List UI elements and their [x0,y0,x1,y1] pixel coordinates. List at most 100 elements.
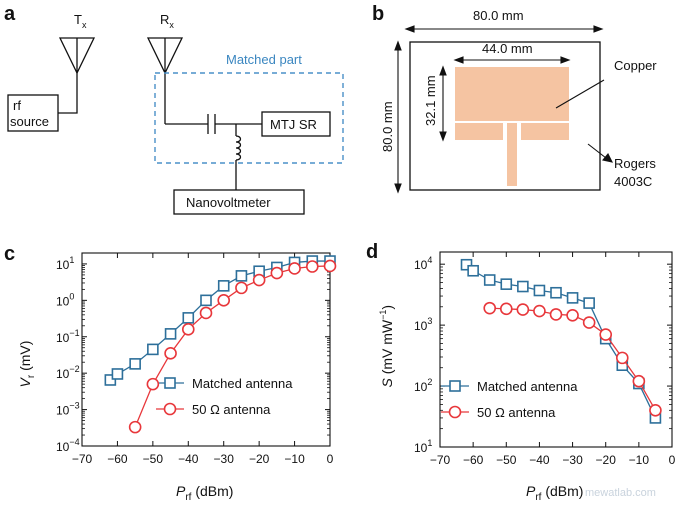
panel-label-b: b [372,3,384,25]
data-point-circle [164,347,177,360]
data-point-square [550,286,562,299]
data-point-circle [270,266,284,280]
matched-part-label: Matched part [226,52,302,67]
x-axis-label: Prf (dBm) [526,483,583,503]
data-point-circle [599,328,613,341]
data-point-circle [615,351,629,365]
legend-label: 50 Ω antenna [477,405,556,420]
x-tick-label: −50 [496,453,517,467]
rogers-label-line2: 4003C [614,174,652,189]
patch-height-arrow [439,65,447,142]
data-point-circle [181,323,195,336]
data-point-circle [128,420,142,434]
outer-width-label: 80.0 mm [473,8,524,23]
patch-width-arrow [453,56,571,64]
watermark-text: mewatlab.com [585,487,656,499]
data-point-square [483,274,496,286]
copper-label: Copper [614,58,657,73]
y-tick-label: 100 [56,291,74,308]
circuit-wires [165,114,262,190]
x-tick-label: −30 [562,453,583,467]
legend-marker-square [164,377,176,389]
data-point-circle [533,304,546,318]
data-point-square [164,328,177,340]
tx-antenna-icon [58,37,96,83]
data-point-square [467,264,479,277]
plot-frame-c [81,252,331,447]
x-tick-label: −20 [249,452,270,466]
rogers-label-line1: Rogers [614,156,656,171]
y-tick-label: 102 [414,377,432,394]
rf-source-label-line2: source [10,114,49,129]
data-point-square [566,292,579,304]
legend-label: 50 Ω antenna [192,402,271,417]
patch-height-label: 32.1 mm [423,75,438,126]
nanovoltmeter-box [173,189,305,215]
y-axis-label: S (mV mW−1) [378,305,395,388]
data-point-square [217,280,230,292]
panel-label-d: d [366,241,378,263]
matched-part-box [154,72,344,164]
legend-marker-circle [448,405,462,419]
panel-label-a: a [4,3,16,25]
data-point-square [460,258,473,271]
copper-patch [455,67,569,186]
x-tick-label: −50 [143,452,164,466]
x-tick-label: −20 [596,453,617,467]
outer-height-label: 80.0 mm [380,101,395,152]
data-point-circle [516,303,530,316]
x-tick-label: −30 [214,452,235,466]
outer-width-arrow [404,25,604,33]
x-tick-label: −70 [430,453,451,467]
outer-height-arrow [394,40,402,194]
chart-d: −70 −60 −50 −40 −30 −20 −10 0 101 102 103 104 Prf (d… [378,251,676,503]
copper-callout-line [555,79,605,109]
data-point-square [104,374,117,386]
chart-c: −70 −60 −50 −40 −30 −20 −10 0 10−4 10−3 10−2 10−1 10… [17,252,337,503]
mtj-sr-label: MTJ SR [270,117,317,132]
series-line-1 [489,307,656,411]
data-point-square [517,280,529,293]
data-point-circle [549,308,563,321]
x-tick-label: 0 [327,452,334,466]
patch-width-label: 44.0 mm [482,41,533,56]
x-tick-label: −40 [529,453,550,467]
x-axis-label: Prf (dBm) [176,483,233,503]
panel-label-c: c [4,243,15,265]
x-tick-label: −10 [284,452,305,466]
y-tick-label: 101 [414,438,432,455]
rogers-callout-arrow [587,143,614,163]
data-point-circle [323,259,337,273]
legend-marker-circle [163,402,177,416]
panel-d: d −70 −60 −50 −40 −30 −20 −10 0 101 102 103 104 Prf … [366,241,676,503]
y-tick-label: 10−3 [56,401,80,418]
panel-a: a Tx rf source Rx Matched part [4,3,344,215]
x-tick-label: −10 [629,453,650,467]
data-point-square [147,343,159,356]
mtj-sr-box [261,111,331,137]
data-point-square [129,358,141,370]
panel-c: c −70 −60 −50 −40 −30 −20 −10 0 10−4 10−3 10−2 10−1… [4,243,337,503]
y-tick-label: 10−2 [56,364,80,381]
data-point-circle [499,302,513,316]
data-point-circle [252,273,266,287]
y-tick-label: 104 [414,255,432,272]
rx-label: Rx [160,12,174,30]
data-point-circle [632,374,646,388]
data-point-square [182,312,195,324]
data-point-circle [483,301,497,315]
data-point-circle [235,281,248,295]
plot-frame-d [439,251,673,448]
data-point-square [533,284,546,297]
data-point-circle [305,260,319,273]
y-tick-label: 10−4 [56,437,80,454]
data-point-square [200,294,212,307]
data-point-square [111,368,124,380]
x-tick-label: −60 [107,452,128,466]
legend-marker-square [449,380,461,392]
panel-b: b 80.0 mm 80.0 mm 44.0 [372,3,657,194]
rx-antenna-icon [146,37,184,124]
x-tick-label: 0 [669,453,676,467]
y-axis-label: Vr (mV) [17,341,37,388]
x-tick-label: −40 [178,452,199,466]
